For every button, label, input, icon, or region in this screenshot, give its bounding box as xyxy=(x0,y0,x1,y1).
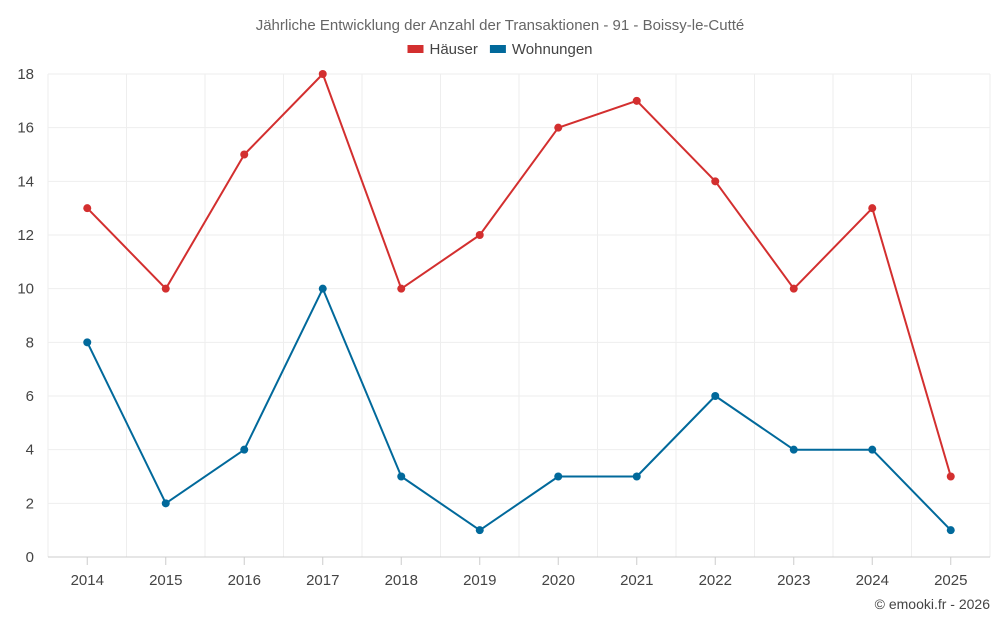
chart-title: Jährliche Entwicklung der Anzahl der Tra… xyxy=(256,17,745,34)
data-point[interactable] xyxy=(318,70,327,78)
series-1 xyxy=(83,284,955,535)
y-tick-label: 14 xyxy=(17,173,34,190)
x-tick-label: 2025 xyxy=(934,572,967,589)
grid xyxy=(47,73,991,558)
y-tick-label: 8 xyxy=(26,334,34,351)
data-point[interactable] xyxy=(83,338,92,347)
x-tick-label: 2022 xyxy=(699,572,732,589)
x-tick-label: 2020 xyxy=(542,572,575,589)
data-point[interactable] xyxy=(946,472,955,481)
x-tick-label: 2019 xyxy=(463,572,496,589)
x-tick-label: 2017 xyxy=(306,572,339,589)
series-0 xyxy=(83,70,955,481)
legend-item[interactable]: Wohnungen xyxy=(489,41,593,58)
y-tick-label: 12 xyxy=(17,227,34,244)
data-point[interactable] xyxy=(554,123,563,132)
y-tick-label: 16 xyxy=(17,120,34,137)
y-tick-label: 18 xyxy=(17,66,34,83)
data-point[interactable] xyxy=(554,472,563,481)
copyright-credit: © emooki.fr - 2026 xyxy=(875,596,991,612)
x-tick-label: 2023 xyxy=(777,572,810,589)
y-tick-label: 4 xyxy=(26,442,34,459)
data-point[interactable] xyxy=(946,526,955,535)
data-point[interactable] xyxy=(475,231,484,239)
data-point[interactable] xyxy=(711,177,720,186)
data-point[interactable] xyxy=(240,150,249,159)
data-point[interactable] xyxy=(868,445,877,454)
data-point[interactable] xyxy=(632,472,641,481)
data-point[interactable] xyxy=(632,96,641,105)
x-tick-label: 2018 xyxy=(385,572,418,589)
data-point[interactable] xyxy=(475,526,484,535)
data-point[interactable] xyxy=(240,445,249,454)
y-axis: 0 2 4 6 8 10 12 14 16 18 xyxy=(17,66,34,566)
x-tick-label: 2021 xyxy=(620,572,653,589)
data-point[interactable] xyxy=(397,472,406,481)
legend-label: Wohnungen xyxy=(512,41,593,58)
legend-label: Häuser xyxy=(430,41,478,58)
data-point[interactable] xyxy=(397,284,406,293)
x-axis: 2014 2015 2016 2017 2018 2019 2020 2021 2022 2023… xyxy=(48,556,990,589)
x-tick-label: 2024 xyxy=(856,572,889,589)
data-point[interactable] xyxy=(161,499,170,508)
data-point[interactable] xyxy=(318,284,327,293)
series-layer xyxy=(83,70,955,535)
legend-swatch xyxy=(489,45,506,53)
data-point[interactable] xyxy=(711,392,720,400)
y-tick-label: 10 xyxy=(17,281,34,298)
series-line xyxy=(86,73,952,477)
x-tick-label: 2014 xyxy=(71,572,104,589)
data-point[interactable] xyxy=(83,204,92,213)
x-tick-label: 2015 xyxy=(149,572,182,589)
series-line xyxy=(86,287,952,532)
x-tick-label: 2016 xyxy=(228,572,261,589)
legend: Häuser Wohnungen xyxy=(407,41,593,58)
data-point[interactable] xyxy=(789,284,798,293)
y-tick-label: 6 xyxy=(26,388,34,405)
data-point[interactable] xyxy=(161,284,170,293)
y-tick-label: 2 xyxy=(26,495,34,512)
legend-item[interactable]: Häuser xyxy=(407,41,478,58)
data-point[interactable] xyxy=(868,204,877,213)
y-tick-label: 0 xyxy=(26,549,34,566)
data-point[interactable] xyxy=(789,445,798,454)
legend-swatch xyxy=(407,45,424,53)
